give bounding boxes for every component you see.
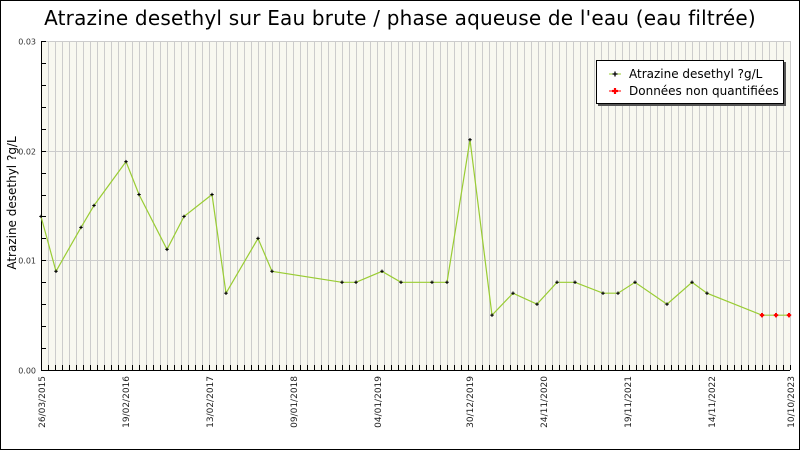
y-tick-label: 0.00 xyxy=(18,367,36,376)
x-tick-label: 30/12/2019 xyxy=(466,376,476,428)
black-cross-marker-icon xyxy=(607,66,623,82)
x-tick-label: 14/11/2022 xyxy=(708,376,718,428)
legend-item-atrazine: Atrazine desethyl ?g/L xyxy=(607,66,762,82)
x-tick-label: 19/11/2021 xyxy=(624,376,634,428)
legend: Atrazine desethyl ?g/L Données non quant… xyxy=(596,60,784,104)
x-tick-label: 24/11/2020 xyxy=(540,376,550,428)
chart-title: Atrazine desethyl sur Eau brute / phase … xyxy=(44,6,756,30)
x-tick-label: 04/01/2019 xyxy=(374,376,384,428)
x-tick-label: 26/03/2015 xyxy=(38,376,48,428)
x-tick-label: 10/10/2023 xyxy=(787,376,797,428)
y-tick-label: 0.03 xyxy=(18,38,36,47)
legend-label: Données non quantifiées xyxy=(629,84,779,98)
x-tick-label: 09/01/2018 xyxy=(290,376,300,428)
x-tick-label: 13/02/2017 xyxy=(206,376,216,428)
red-cross-marker-icon xyxy=(607,83,623,99)
x-tick-label: 19/02/2016 xyxy=(122,376,132,428)
y-tick-label: 0.01 xyxy=(18,257,36,266)
legend-item-non-quantifiees: Données non quantifiées xyxy=(607,83,779,99)
y-tick-label: 0.02 xyxy=(18,148,36,157)
legend-label: Atrazine desethyl ?g/L xyxy=(629,67,763,81)
